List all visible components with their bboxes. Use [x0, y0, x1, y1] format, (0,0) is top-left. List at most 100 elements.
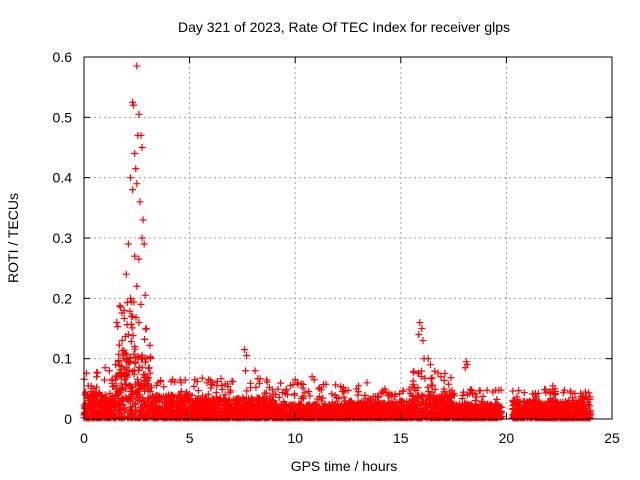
data-point [131, 252, 139, 260]
data-point [295, 400, 303, 408]
data-point [122, 270, 130, 278]
data-point [258, 410, 266, 418]
data-point [531, 406, 539, 414]
data-point [189, 410, 197, 418]
data-point [469, 410, 477, 418]
data-point [134, 375, 142, 383]
data-point [216, 397, 224, 405]
data-point [156, 411, 164, 419]
data-point [340, 388, 348, 396]
data-point [149, 394, 157, 402]
data-point [533, 414, 541, 422]
data-point [418, 325, 426, 332]
data-point [519, 397, 527, 405]
data-point [158, 402, 166, 410]
data-point [284, 391, 292, 399]
data-point [243, 352, 251, 360]
data-point [539, 411, 547, 419]
data-point [300, 395, 308, 403]
data-point [195, 387, 203, 395]
data-point [437, 373, 445, 381]
data-point [516, 398, 524, 406]
data-point [135, 110, 143, 118]
data-point [124, 358, 132, 366]
data-point [242, 367, 250, 375]
data-point [479, 392, 487, 400]
data-point [384, 409, 392, 417]
data-point [409, 368, 417, 376]
data-point [409, 377, 417, 385]
data-point [280, 398, 288, 406]
data-point [410, 409, 418, 417]
data-point [483, 386, 491, 394]
data-point [84, 414, 92, 422]
data-point [511, 409, 519, 417]
data-point [218, 413, 226, 421]
y-tick-label: 0.1 [53, 351, 73, 367]
x-tick-label: 10 [287, 430, 303, 446]
data-point [171, 393, 179, 401]
data-point [315, 407, 323, 415]
data-point [177, 388, 185, 396]
data-point [189, 402, 197, 410]
data-point [289, 401, 297, 409]
data-point [319, 381, 327, 389]
data-point [117, 407, 125, 415]
data-point [541, 386, 549, 394]
y-tick-label: 0.3 [53, 230, 73, 246]
data-point [241, 346, 249, 354]
data-point [138, 144, 146, 151]
data-point [333, 394, 341, 402]
data-point [199, 401, 207, 409]
data-point [581, 403, 589, 411]
data-point [105, 411, 113, 419]
data-point [128, 384, 136, 392]
data-point [318, 397, 326, 405]
data-point [532, 405, 540, 413]
data-point [248, 404, 256, 412]
data-point [428, 374, 436, 382]
data-point [522, 402, 530, 410]
data-point [262, 414, 270, 422]
data-point [201, 397, 209, 405]
data-point [392, 402, 400, 410]
data-point [420, 398, 428, 406]
data-point [436, 414, 444, 422]
data-point [319, 409, 327, 417]
data-point [386, 406, 394, 414]
data-point [299, 380, 307, 388]
data-point [314, 395, 322, 403]
data-point [101, 364, 109, 372]
data-point [213, 412, 221, 420]
data-point [204, 390, 212, 398]
data-point [384, 401, 392, 409]
data-point [553, 399, 561, 407]
data-point [218, 385, 226, 393]
data-point [135, 364, 143, 372]
data-point [416, 318, 424, 326]
data-point [462, 358, 470, 366]
data-point [306, 409, 313, 417]
data-point [146, 341, 154, 349]
data-point [467, 385, 475, 393]
data-point [131, 150, 139, 158]
data-point [188, 391, 196, 399]
y-tick-label: 0.4 [53, 170, 73, 186]
data-point [290, 391, 298, 399]
data-point [87, 382, 95, 390]
data-point [524, 407, 532, 415]
data-point [572, 396, 580, 404]
data-point [348, 401, 356, 409]
data-point [515, 405, 523, 413]
data-point [361, 391, 369, 399]
data-point [240, 414, 248, 422]
data-point [136, 198, 144, 206]
data-point [117, 380, 125, 388]
data-point [244, 411, 252, 419]
data-point [256, 375, 264, 383]
data-point [129, 387, 137, 395]
data-point [536, 400, 544, 408]
data-point [139, 394, 147, 402]
data-point [391, 392, 399, 400]
